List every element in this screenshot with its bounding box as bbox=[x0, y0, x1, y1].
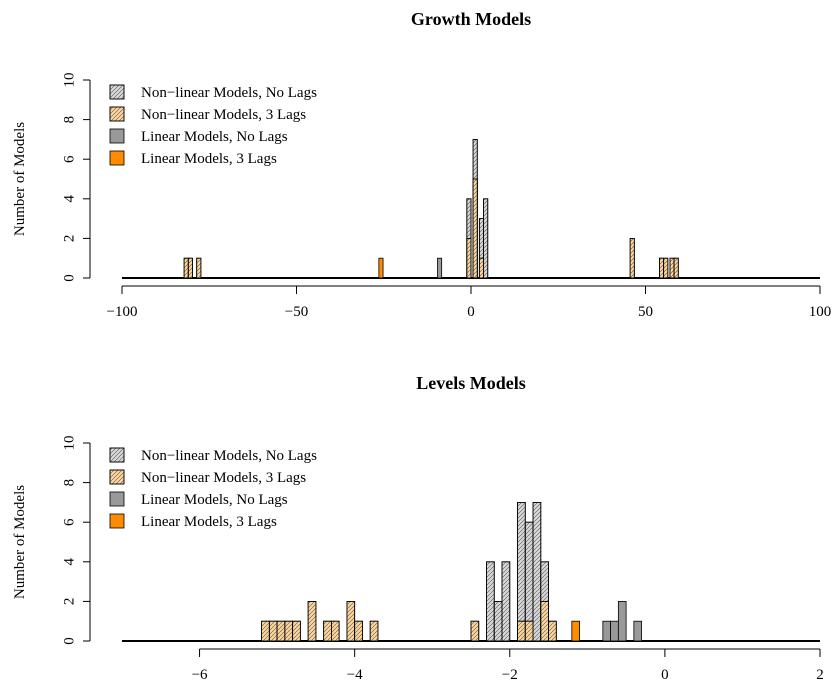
legend-swatch-l3 bbox=[109, 513, 125, 529]
bar-l0 bbox=[610, 620, 619, 642]
y-tick-label: 8 bbox=[61, 479, 77, 487]
bar-l3 bbox=[378, 257, 384, 279]
y-tick-label: 4 bbox=[61, 195, 77, 203]
bar-hatch-nl0 bbox=[486, 561, 495, 642]
y-tick-label: 2 bbox=[61, 598, 77, 606]
legend-label-l0: Linear Models, No Lags bbox=[141, 492, 288, 508]
legend-label-nl0: Non−linear Models, No Lags bbox=[141, 448, 317, 464]
bar-hatch-nl3 bbox=[659, 257, 665, 279]
bar-l0 bbox=[617, 601, 627, 642]
legend-swatch-hatch-nl3 bbox=[109, 106, 125, 122]
x-tick-label: 2 bbox=[816, 667, 824, 683]
x-tick-label: −50 bbox=[285, 304, 308, 320]
legend-swatch-l0 bbox=[109, 128, 125, 144]
bar-l3 bbox=[571, 620, 580, 642]
bar-hatch-nl3 bbox=[183, 257, 189, 279]
x-tick-label: −4 bbox=[347, 667, 363, 683]
legend-label-nl3: Non−linear Models, 3 Lags bbox=[141, 470, 306, 486]
bar-hatch-nl3 bbox=[548, 620, 557, 642]
x-tick-label: 100 bbox=[809, 304, 832, 320]
bar-hatch-nl3 bbox=[517, 620, 526, 642]
legend-swatch-hatch-nl3 bbox=[109, 469, 125, 485]
y-tick-label: 10 bbox=[61, 73, 77, 88]
panel-growth-models: Growth Models Number of Models 0 2 4 6 8 10 −100… bbox=[12, 9, 831, 320]
bar-hatch-nl3 bbox=[669, 257, 675, 279]
legend-label-l0: Linear Models, No Lags bbox=[141, 129, 288, 145]
bar-hatch-nl3 bbox=[276, 620, 286, 642]
bar-hatch-nl3 bbox=[187, 257, 193, 279]
y-tick-label: 4 bbox=[61, 558, 77, 566]
panel-levels-models: Levels Models Number of Models 0 2 4 6 8 10 −6 −4… bbox=[12, 373, 824, 683]
y-tick-label: 8 bbox=[61, 116, 77, 124]
x-tick-label: −100 bbox=[107, 304, 138, 320]
x-tick-label: 0 bbox=[467, 304, 475, 320]
bar-hatch-nl0 bbox=[493, 601, 503, 642]
bar-hatch-nl0 bbox=[532, 501, 542, 642]
chart-title: Levels Models bbox=[416, 373, 526, 393]
bar-hatch-nl3 bbox=[268, 620, 278, 642]
bar-hatch-nl3 bbox=[629, 237, 635, 279]
y-tick-label: 10 bbox=[61, 436, 77, 451]
bar-hatch-nl3 bbox=[323, 620, 332, 642]
y-tick-label: 6 bbox=[61, 518, 77, 526]
bar-l0 bbox=[437, 257, 443, 279]
legend-label-l3: Linear Models, 3 Lags bbox=[141, 514, 277, 530]
x-tick-label: 50 bbox=[638, 304, 653, 320]
legend-label-l3: Linear Models, 3 Lags bbox=[141, 151, 277, 167]
legend-swatch-l0 bbox=[109, 491, 125, 507]
legend-swatch-hatch-nl0 bbox=[109, 447, 125, 463]
bar-hatch-nl3 bbox=[369, 620, 379, 642]
bar-l0 bbox=[633, 620, 643, 642]
x-tick-label: −2 bbox=[502, 667, 518, 683]
y-axis-label: Number of Models bbox=[12, 122, 28, 236]
y-tick-label: 2 bbox=[61, 235, 77, 243]
bar-hatch-nl3 bbox=[470, 620, 480, 642]
x-tick-label: 0 bbox=[661, 667, 669, 683]
bar-hatch-nl3 bbox=[354, 620, 363, 642]
x-tick-label: −6 bbox=[192, 667, 208, 683]
bar-hatch-nl0 bbox=[501, 561, 511, 642]
y-tick-label: 0 bbox=[61, 637, 77, 645]
y-tick-label: 6 bbox=[61, 155, 77, 163]
bar-hatch-nl3 bbox=[307, 601, 317, 642]
legend-swatch-l3 bbox=[109, 150, 125, 166]
bar-l0 bbox=[602, 620, 611, 642]
chart-title: Growth Models bbox=[411, 9, 531, 29]
bar-hatch-nl3 bbox=[346, 601, 356, 642]
bar-hatch-nl0 bbox=[517, 501, 526, 642]
bar-hatch-nl3 bbox=[466, 237, 472, 279]
legend-label-nl3: Non−linear Models, 3 Lags bbox=[141, 107, 306, 123]
bar-hatch-nl3 bbox=[663, 257, 669, 279]
bar-hatch-nl3 bbox=[472, 178, 478, 279]
bar-hatch-nl0 bbox=[483, 198, 489, 279]
bar-hatch-nl3 bbox=[330, 620, 340, 642]
bar-hatch-nl3 bbox=[261, 620, 270, 642]
y-axis-label: Number of Models bbox=[12, 485, 28, 599]
bar-hatch-nl3 bbox=[540, 601, 549, 642]
legend-swatch-hatch-nl0 bbox=[109, 84, 125, 100]
bar-hatch-nl3 bbox=[284, 620, 294, 642]
y-tick-label: 0 bbox=[61, 274, 77, 282]
bar-hatch-nl3 bbox=[478, 257, 484, 279]
bar-hatch-nl3 bbox=[673, 257, 679, 279]
bar-hatch-nl3 bbox=[292, 620, 301, 642]
bar-hatch-nl3 bbox=[196, 257, 202, 279]
bar-hatch-nl3 bbox=[524, 620, 534, 642]
legend-label-nl0: Non−linear Models, No Lags bbox=[141, 85, 317, 101]
